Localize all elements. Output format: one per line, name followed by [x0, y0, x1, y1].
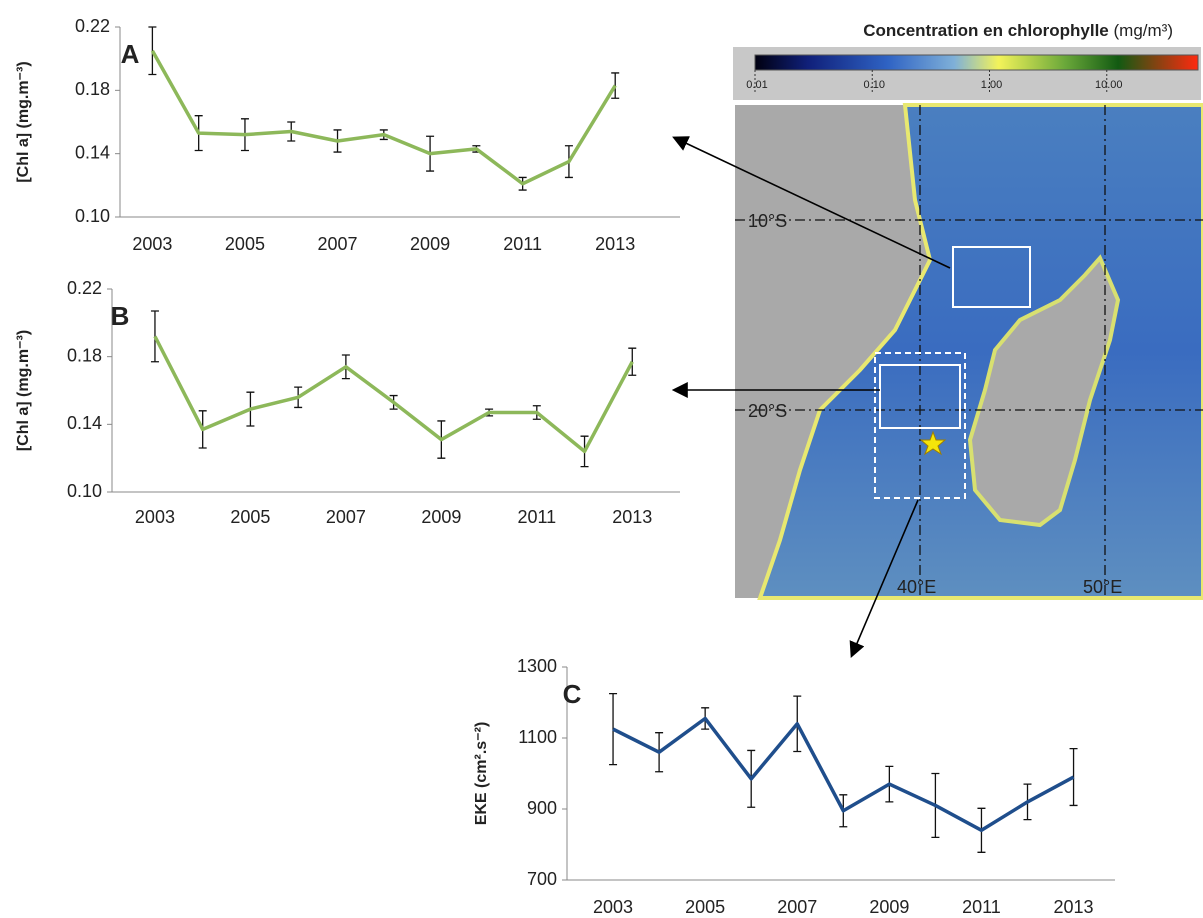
panel-label: A: [121, 39, 140, 69]
x-tick-label: 2007: [777, 897, 817, 917]
data-line: [150, 49, 617, 186]
x-tick-label: 2011: [962, 897, 1001, 917]
region-box-dashed: [874, 352, 966, 499]
colorbar-tick-label: 0.01: [746, 79, 767, 91]
y-tick-label: 1300: [517, 656, 557, 676]
error-bar: [611, 72, 620, 99]
y-tick-label: 0.14: [75, 142, 110, 162]
y-tick-label: 0.10: [75, 206, 110, 226]
colorbar-tick-label: 10.00: [1095, 79, 1123, 91]
x-tick-label: 2011: [517, 507, 556, 527]
lon-label: 50°E: [1083, 577, 1122, 597]
panel-label: C: [563, 679, 582, 709]
y-tick-label: 900: [527, 798, 557, 818]
y-tick-label: 0.22: [75, 16, 110, 36]
x-tick-label: 2009: [869, 897, 909, 917]
region-box: [952, 246, 1031, 308]
data-line: [612, 716, 1075, 833]
colorbar-tick-label: 0.10: [864, 79, 885, 91]
star: [919, 430, 947, 456]
arrow: [849, 499, 919, 658]
data-line: [153, 335, 634, 454]
y-axis-title: EKE (cm².s⁻²): [473, 722, 490, 826]
x-tick-label: 2007: [317, 234, 357, 254]
x-tick-label: 2009: [410, 234, 450, 254]
lon-label: 40°E: [897, 577, 936, 597]
x-tick-label: 2003: [135, 507, 175, 527]
x-tick-label: 2005: [225, 234, 265, 254]
y-axis-title: [Chl a] (mg.m⁻³): [15, 61, 32, 182]
error-bar: [628, 347, 637, 376]
y-axis-title: [Chl a] (mg.m⁻³): [15, 330, 32, 451]
lat-label: 10°S: [748, 211, 787, 231]
madagascar: [967, 254, 1121, 528]
error-bar: [609, 692, 618, 766]
y-tick-label: 0.18: [67, 345, 102, 365]
x-tick-label: 2013: [1054, 897, 1094, 917]
y-tick-label: 0.22: [67, 278, 102, 298]
x-tick-label: 2013: [595, 234, 635, 254]
arrow: [672, 136, 951, 269]
map: Concentration en chlorophylle (mg/m³) 10…: [733, 21, 1203, 600]
panel-label: B: [111, 301, 130, 331]
y-tick-label: 1100: [518, 727, 557, 747]
y-tick-label: 700: [527, 869, 557, 889]
x-tick-label: 2013: [612, 507, 652, 527]
y-tick-label: 0.14: [67, 413, 102, 433]
region-box: [879, 364, 961, 429]
x-tick-label: 2007: [326, 507, 366, 527]
y-tick-label: 0.10: [67, 481, 102, 501]
x-tick-label: 2005: [685, 897, 725, 917]
x-tick-label: 2003: [132, 234, 172, 254]
ocean: [757, 103, 1203, 600]
colorbar-title: Concentration en chlorophylle (mg/m³): [863, 21, 1173, 40]
x-tick-label: 2003: [593, 897, 633, 917]
colorbar-tick-label: 1.00: [981, 79, 1002, 91]
x-tick-label: 2009: [421, 507, 461, 527]
x-tick-label: 2005: [230, 507, 270, 527]
y-tick-label: 0.18: [75, 79, 110, 99]
x-tick-label: 2011: [503, 234, 542, 254]
lat-label: 20°S: [748, 401, 787, 421]
colorbar: [754, 54, 1199, 71]
